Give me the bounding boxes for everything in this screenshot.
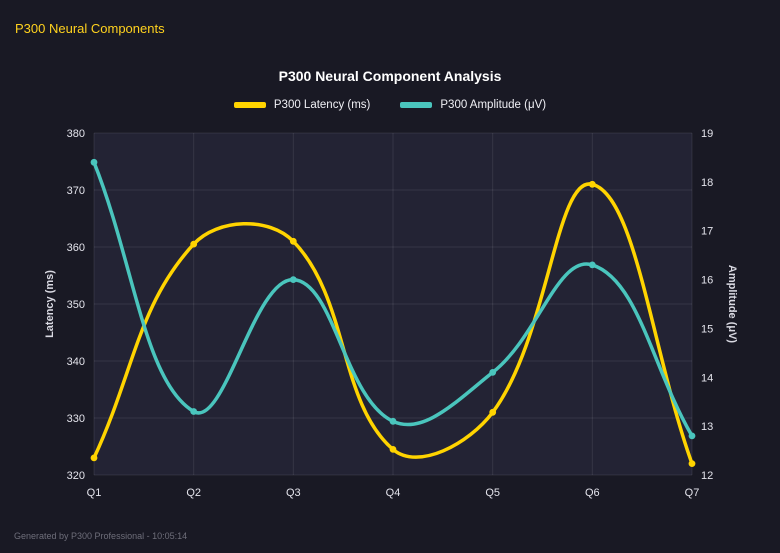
chart-panel: P300 Neural Component Analysis P300 Late… <box>40 56 740 521</box>
x-axis-tick: Q1 <box>87 487 102 499</box>
axis-ticks: 320 330 340 350 360 370 380 12 13 14 15 16 17 18 19 Q1 Q… <box>67 128 714 499</box>
right-axis-tick: 19 <box>701 128 713 140</box>
data-point-latency-Q3[interactable] <box>289 237 297 245</box>
data-point-latency-Q6[interactable] <box>588 180 596 188</box>
legend-swatch-latency-icon <box>233 102 266 108</box>
legend-swatch-amplitude-icon <box>400 102 433 108</box>
chart-canvas: 320 330 340 350 360 370 380 12 13 14 15 16 17 18 19 Q1 Q… <box>44 128 738 499</box>
x-axis-tick: Q5 <box>485 487 500 499</box>
right-axis-tick: 18 <box>701 177 713 189</box>
right-axis-tick: 13 <box>701 421 713 433</box>
data-point-latency-Q4[interactable] <box>389 446 397 453</box>
legend-label-amplitude: P300 Amplitude (μV) <box>440 99 547 111</box>
data-point-amplitude-Q4[interactable] <box>389 417 397 425</box>
data-point-amplitude-Q6[interactable] <box>588 261 596 269</box>
right-axis-tick: 15 <box>701 323 713 335</box>
legend-label-latency: P300 Latency (ms) <box>273 99 371 111</box>
data-point-latency-Q1[interactable] <box>90 454 98 462</box>
data-point-amplitude-Q7[interactable] <box>688 432 696 440</box>
x-axis-tick: Q6 <box>585 487 600 499</box>
x-axis-tick: Q2 <box>186 487 201 499</box>
right-axis-title: Amplitude (μV) <box>726 265 738 344</box>
footer-text: Generated by P300 Professional - 10:05:1… <box>14 531 188 541</box>
left-axis-tick: 370 <box>67 185 85 197</box>
left-axis-tick: 360 <box>67 242 85 254</box>
left-axis-tick: 340 <box>67 356 85 368</box>
left-axis-tick: 350 <box>67 299 85 311</box>
right-axis-tick: 12 <box>701 470 713 482</box>
series-points-amplitude <box>90 158 696 440</box>
left-axis-tick: 320 <box>67 470 85 482</box>
axis-titles: Latency (ms) Amplitude (μV) <box>44 265 738 344</box>
left-axis-tick: 380 <box>67 128 85 140</box>
x-axis-tick: Q3 <box>286 487 301 499</box>
legend-item-amplitude[interactable]: P300 Amplitude (μV) <box>400 99 546 111</box>
page-title: P300 Neural Components <box>15 21 165 36</box>
right-axis-tick: 14 <box>701 372 713 384</box>
data-point-latency-Q7[interactable] <box>688 460 696 467</box>
x-axis-tick: Q4 <box>386 487 401 499</box>
data-point-latency-Q5[interactable] <box>489 408 497 416</box>
data-point-amplitude-Q2[interactable] <box>190 408 198 415</box>
legend-item-latency[interactable]: P300 Latency (ms) <box>233 99 371 111</box>
x-axis-tick: Q7 <box>685 487 700 499</box>
right-axis-tick: 17 <box>701 226 713 238</box>
data-point-amplitude-Q5[interactable] <box>489 369 497 376</box>
data-point-amplitude-Q3[interactable] <box>289 276 297 283</box>
chart-legend: P300 Latency (ms) P300 Amplitude (μV) <box>40 99 740 111</box>
right-axis-tick: 16 <box>701 275 713 287</box>
series-points-latency <box>90 180 696 467</box>
left-axis-title: Latency (ms) <box>44 270 56 338</box>
data-point-latency-Q2[interactable] <box>190 240 198 248</box>
chart-title: P300 Neural Component Analysis <box>278 68 502 84</box>
left-axis-tick: 330 <box>67 413 85 425</box>
data-point-amplitude-Q1[interactable] <box>90 158 98 166</box>
